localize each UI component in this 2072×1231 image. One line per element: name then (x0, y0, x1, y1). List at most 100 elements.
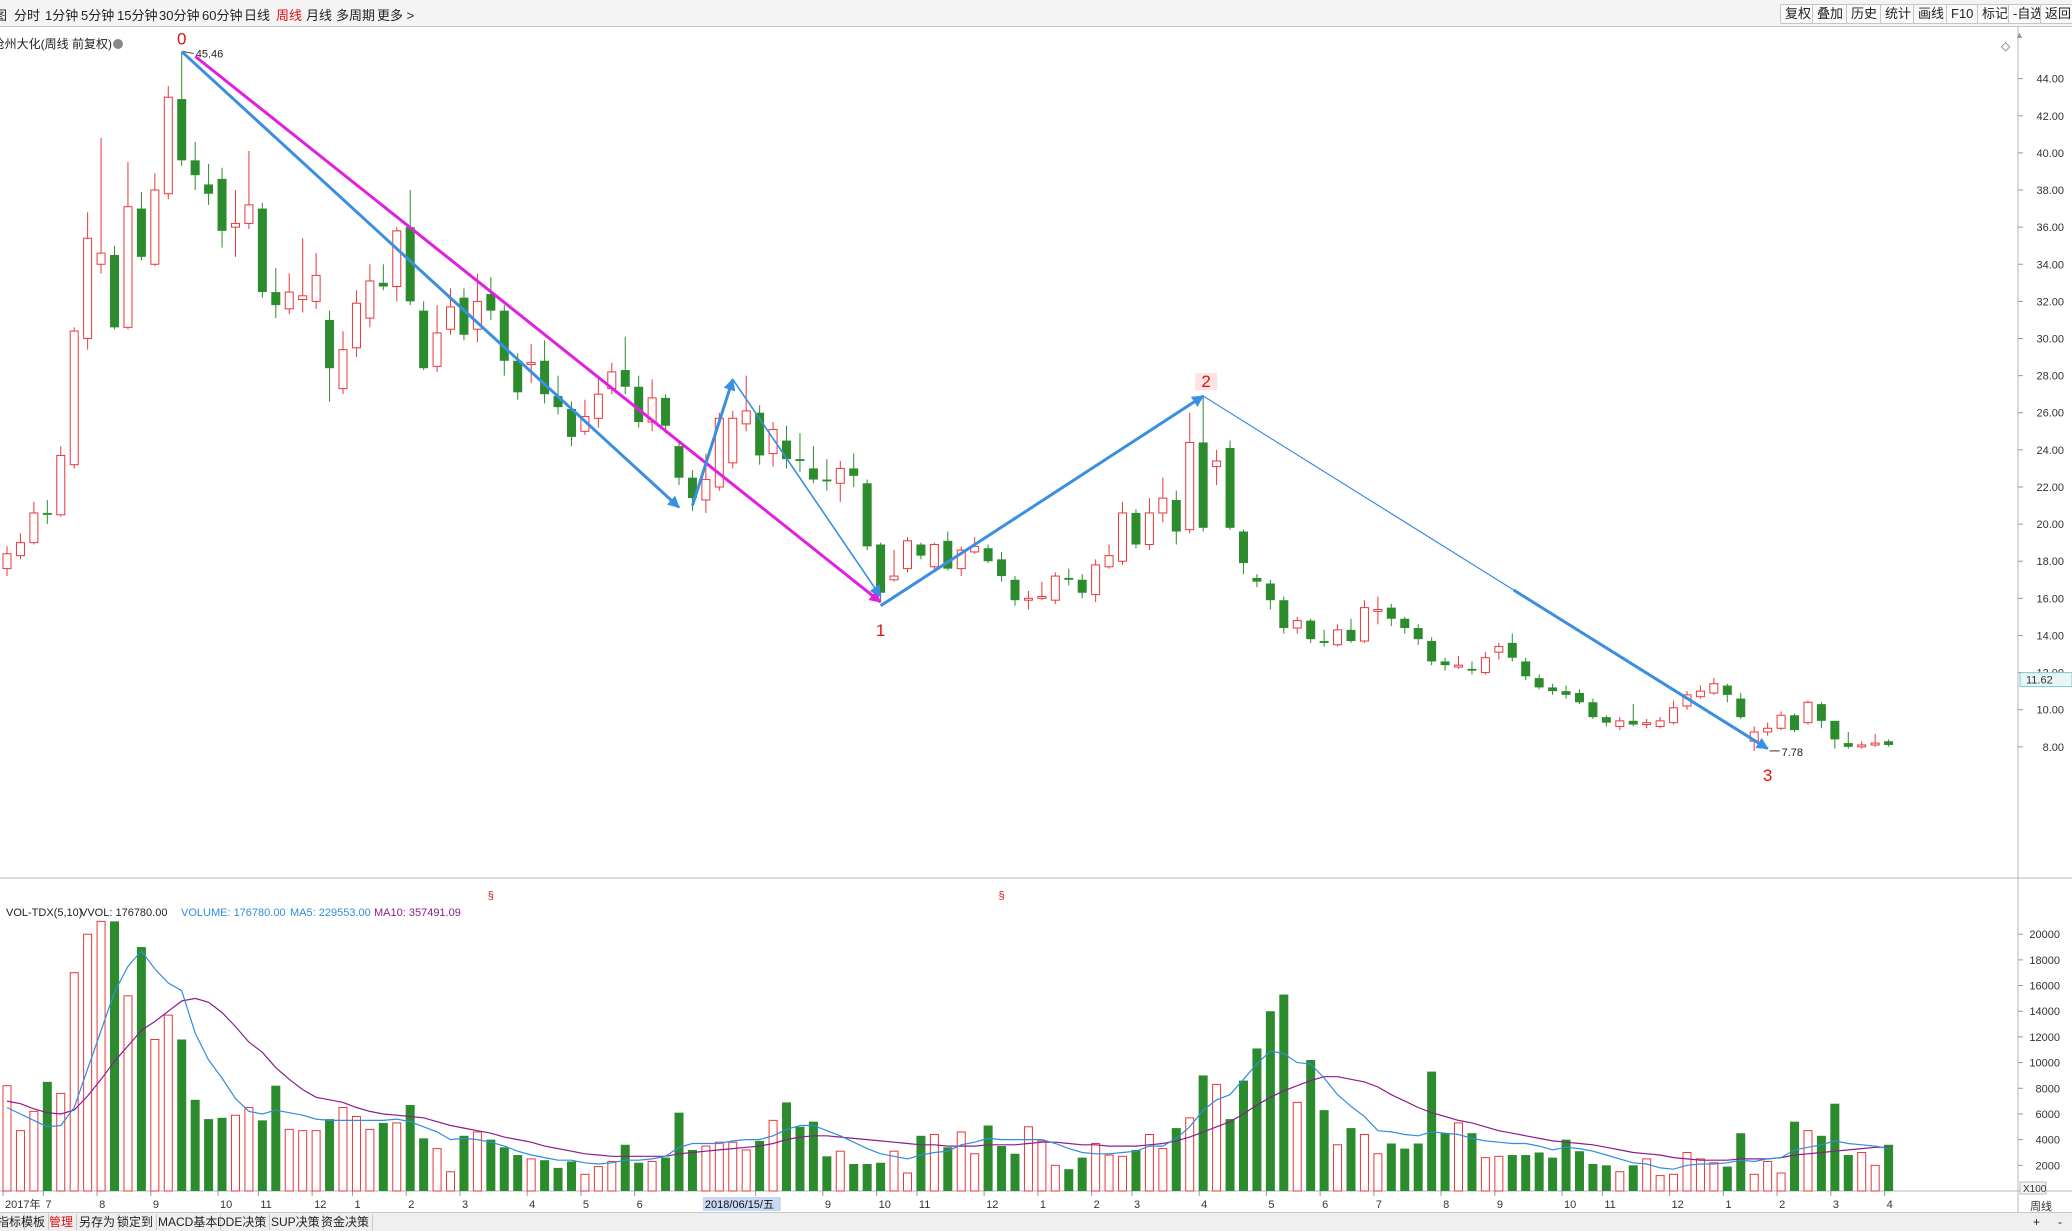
tool-button-5[interactable]: F10 (1946, 4, 1979, 24)
volume-bar-up (432, 1148, 442, 1192)
period-tab-1[interactable]: 分时 (14, 8, 41, 23)
volume-bar-up (1023, 1126, 1033, 1192)
candle-body-up (1212, 460, 1222, 468)
period-tab-7[interactable]: 日线 (244, 8, 271, 23)
candle-body-down (822, 479, 832, 482)
volume-bar-down (1534, 1152, 1544, 1191)
bottom-tab-3[interactable]: 另存为 (76, 1214, 120, 1230)
bottom-tab-0[interactable]: 指标 (0, 1214, 26, 1230)
volume-bar-down (634, 1162, 644, 1191)
period-tab-5[interactable]: 30分钟 (159, 8, 200, 23)
time-label: 7 (1376, 1199, 1382, 1211)
candle-body-up (338, 349, 348, 390)
time-label: 4 (529, 1199, 535, 1211)
volume-bar-up (1870, 1164, 1880, 1192)
candle-body-up (728, 417, 738, 464)
period-tab-3[interactable]: 5分钟 (81, 8, 115, 23)
candle-body-up (1158, 497, 1168, 514)
zoom-out-button[interactable]: - (2058, 1215, 2062, 1229)
volume-ma10-line (6, 997, 1889, 1161)
price-tick-label: 10.00 (2036, 705, 2064, 717)
period-tab-0[interactable]: 图 (0, 8, 8, 23)
volume-bar-down (1830, 1103, 1840, 1191)
time-label: 1 (354, 1199, 360, 1211)
bottom-tab-5[interactable]: MACD基本 (155, 1214, 222, 1230)
candle-body-down (1010, 579, 1020, 601)
price-tick-label: 40.00 (2036, 148, 2064, 160)
bottom-tab-8[interactable]: 资金决策 (318, 1214, 374, 1230)
volume-axis: 2000 4000 6000 8000 10000 12000 14000 16000 1800… (2018, 929, 2060, 1172)
price-tick-label: 42.00 (2036, 111, 2064, 123)
candle-body-down (1319, 641, 1329, 643)
candle-body-down (755, 412, 765, 456)
tool-button-0[interactable]: 复权 (1780, 4, 1817, 24)
candle-body-down (1884, 741, 1894, 745)
period-tab-8[interactable]: 周线 (276, 8, 303, 23)
candle-body-down (1574, 692, 1584, 703)
candle-body-down (808, 468, 818, 480)
candle-body-down (325, 319, 335, 369)
candle-body-down (1534, 678, 1544, 688)
period-tab-6[interactable]: 60分钟 (202, 8, 243, 23)
candle-body-up (741, 410, 751, 425)
tool-button-3[interactable]: 统计 (1880, 4, 1917, 24)
volume-bar-up (2, 1085, 12, 1192)
candle-body-down (1225, 448, 1235, 528)
tool-button-4[interactable]: 画线 (1913, 4, 1950, 24)
volume-bar-down (1198, 1075, 1208, 1191)
candle-body-down (1521, 661, 1531, 677)
volume-bar-down (876, 1162, 886, 1191)
volume-tick-label: 4000 (2036, 1135, 2060, 1147)
candle-body-up (1333, 629, 1343, 646)
candle-body-down (217, 178, 227, 231)
candle-body-down (1077, 579, 1087, 593)
period-tab-11[interactable]: 更多 > (377, 8, 415, 23)
period-tab-10[interactable]: 多周期 (336, 8, 376, 23)
volume-bar-down (1400, 1148, 1410, 1191)
candle-body-up (1615, 720, 1625, 727)
period-tab-4[interactable]: 15分钟 (117, 8, 158, 23)
volume-bar-down (566, 1161, 576, 1191)
volume-tick-label: 18000 (2029, 955, 2060, 967)
volume-bar-up (1857, 1151, 1867, 1192)
candle-body-down (1548, 687, 1558, 692)
candle-body-up (1709, 683, 1719, 694)
period-tab-9[interactable]: 月线 (306, 8, 333, 23)
bottom-tab-4[interactable]: 锁定到 (114, 1214, 158, 1230)
wave-label: 3 (1763, 766, 1772, 785)
candle-body-up (956, 549, 966, 570)
volume-bar-down (782, 1102, 792, 1191)
volume-bar-down (983, 1125, 993, 1191)
candle-body-down (1252, 577, 1262, 582)
price-tick-label: 16.00 (2036, 593, 2064, 605)
candle-body-up (1050, 575, 1060, 601)
volume-bar-up (472, 1131, 482, 1192)
time-label: 8 (99, 1199, 105, 1211)
split-marker: § (488, 890, 494, 902)
period-tab-2[interactable]: 1分钟 (45, 8, 79, 23)
trend-line-blue (691, 378, 736, 506)
candle-body-up (351, 302, 361, 349)
tool-button-1[interactable]: 叠加 (1812, 4, 1849, 24)
zoom-in-button[interactable]: + (2033, 1215, 2041, 1229)
volume-bar-down (1064, 1169, 1074, 1191)
candle-body-up (701, 479, 711, 501)
time-label: 6 (1322, 1199, 1328, 1211)
bottom-tab-2[interactable]: 管理 (46, 1214, 78, 1230)
candle-body-up (835, 467, 845, 484)
candle-body-up (15, 542, 25, 557)
tool-button-8[interactable]: 返回 (2040, 4, 2072, 24)
candle-body-down (1131, 512, 1141, 545)
tool-button-7[interactable]: -自选 (2008, 4, 2049, 24)
candles (2, 51, 1894, 751)
candle-body-up (1695, 690, 1705, 698)
volume-bar-down (1574, 1151, 1584, 1191)
bottom-tab-1[interactable]: 模板 (18, 1214, 50, 1230)
bottom-tab-7[interactable]: SUP决策 (268, 1214, 324, 1230)
bottom-tab-6[interactable]: DDE决策 (214, 1214, 271, 1230)
candle-body-up (29, 512, 39, 544)
volume-bar-down (1722, 1166, 1732, 1191)
volume-bar-up (1373, 1153, 1383, 1192)
candle-body-up (1118, 512, 1128, 562)
tool-button-2[interactable]: 历史 (1846, 4, 1883, 24)
